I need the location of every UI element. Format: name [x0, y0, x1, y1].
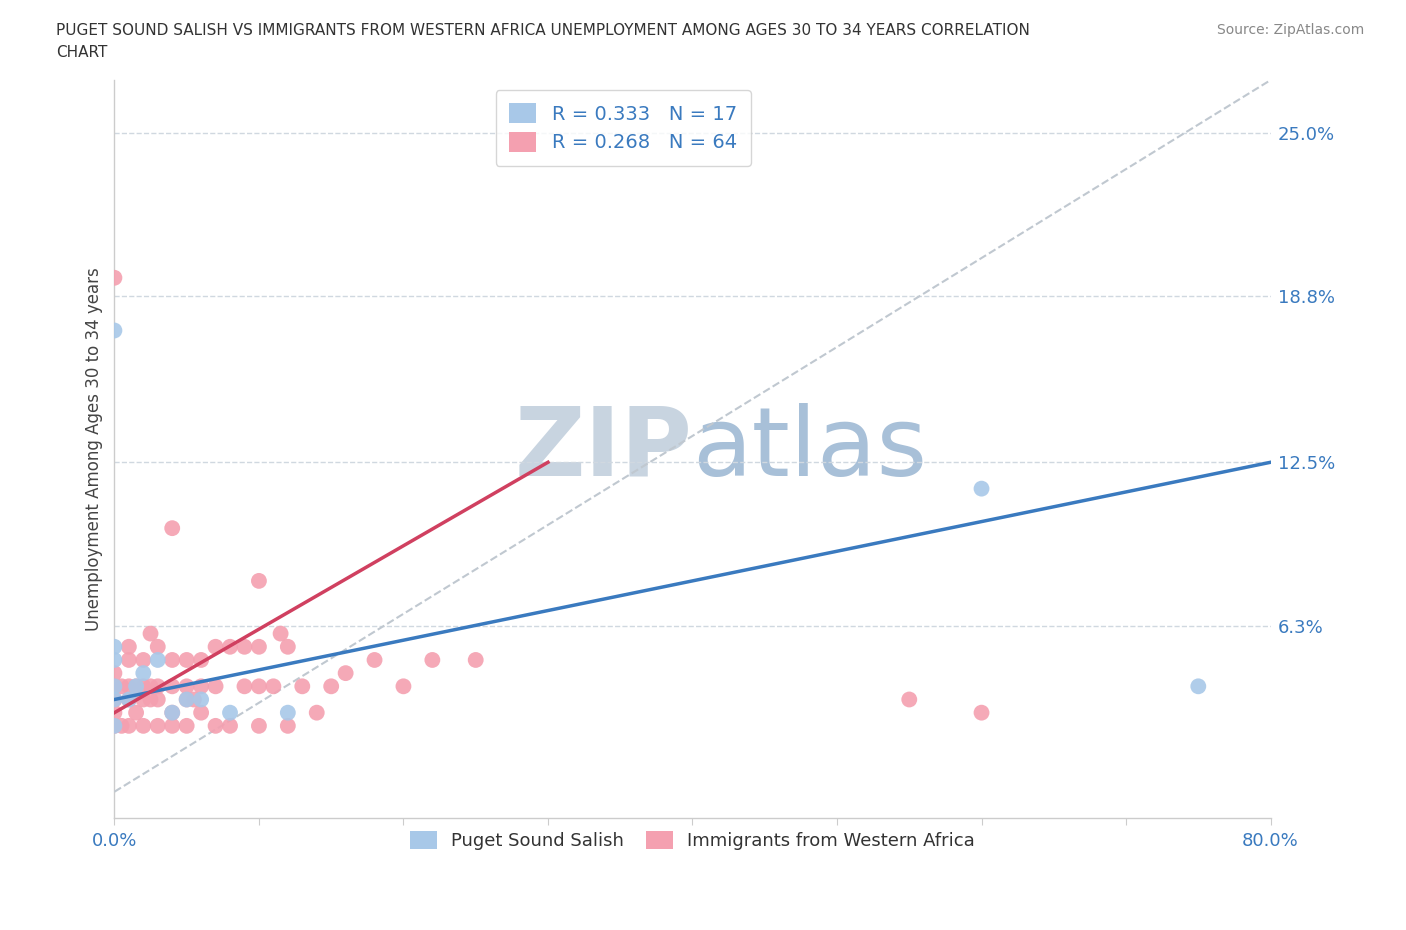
Point	[204, 718, 226, 733]
Point	[146, 679, 169, 694]
Point	[190, 705, 212, 720]
Point	[219, 705, 242, 720]
Point	[103, 653, 125, 668]
Point	[125, 679, 148, 694]
Point	[103, 323, 125, 338]
Legend: Puget Sound Salish, Immigrants from Western Africa: Puget Sound Salish, Immigrants from West…	[399, 819, 986, 861]
Point	[125, 679, 148, 694]
Point	[233, 679, 256, 694]
Point	[233, 639, 256, 654]
Point	[247, 639, 270, 654]
Point	[321, 679, 343, 694]
Point	[111, 718, 134, 733]
Point	[176, 692, 198, 707]
Point	[103, 718, 125, 733]
Y-axis label: Unemployment Among Ages 30 to 34 years: Unemployment Among Ages 30 to 34 years	[86, 267, 103, 631]
Point	[160, 718, 183, 733]
Point	[132, 718, 155, 733]
Point	[363, 653, 385, 668]
Point	[103, 692, 125, 707]
Point	[270, 626, 292, 641]
Point	[305, 705, 328, 720]
Text: PUGET SOUND SALISH VS IMMIGRANTS FROM WESTERN AFRICA UNEMPLOYMENT AMONG AGES 30 : PUGET SOUND SALISH VS IMMIGRANTS FROM WE…	[56, 23, 1031, 38]
Point	[103, 639, 125, 654]
Point	[176, 718, 198, 733]
Point	[118, 718, 141, 733]
Point	[464, 653, 486, 668]
Point	[277, 718, 299, 733]
Point	[160, 679, 183, 694]
Point	[103, 679, 125, 694]
Point	[125, 705, 148, 720]
Point	[118, 639, 141, 654]
Point	[1187, 679, 1209, 694]
Point	[103, 705, 125, 720]
Point	[118, 653, 141, 668]
Text: atlas: atlas	[693, 403, 928, 496]
Point	[392, 679, 415, 694]
Point	[146, 692, 169, 707]
Point	[262, 679, 284, 694]
Point	[160, 521, 183, 536]
Point	[219, 639, 242, 654]
Point	[291, 679, 314, 694]
Point	[190, 692, 212, 707]
Point	[132, 666, 155, 681]
Point	[160, 705, 183, 720]
Point	[103, 271, 125, 286]
Point	[118, 679, 141, 694]
Point	[277, 705, 299, 720]
Point	[146, 653, 169, 668]
Point	[204, 679, 226, 694]
Point	[103, 679, 125, 694]
Point	[247, 574, 270, 589]
Point	[190, 653, 212, 668]
Point	[139, 626, 162, 641]
Point	[160, 705, 183, 720]
Point	[183, 692, 205, 707]
Point	[139, 692, 162, 707]
Point	[118, 692, 141, 707]
Point	[132, 653, 155, 668]
Point	[247, 718, 270, 733]
Text: CHART: CHART	[56, 45, 108, 60]
Point	[103, 692, 125, 707]
Point	[277, 639, 299, 654]
Point	[103, 718, 125, 733]
Point	[898, 692, 921, 707]
Point	[111, 679, 134, 694]
Point	[422, 653, 444, 668]
Point	[970, 705, 993, 720]
Point	[176, 679, 198, 694]
Point	[160, 653, 183, 668]
Point	[247, 679, 270, 694]
Point	[970, 481, 993, 496]
Point	[139, 679, 162, 694]
Point	[103, 666, 125, 681]
Point	[146, 639, 169, 654]
Text: ZIP: ZIP	[515, 403, 693, 496]
Point	[132, 692, 155, 707]
Point	[335, 666, 357, 681]
Point	[176, 653, 198, 668]
Point	[190, 679, 212, 694]
Point	[118, 692, 141, 707]
Point	[219, 718, 242, 733]
Point	[176, 692, 198, 707]
Point	[132, 679, 155, 694]
Point	[204, 639, 226, 654]
Point	[146, 718, 169, 733]
Text: Source: ZipAtlas.com: Source: ZipAtlas.com	[1216, 23, 1364, 37]
